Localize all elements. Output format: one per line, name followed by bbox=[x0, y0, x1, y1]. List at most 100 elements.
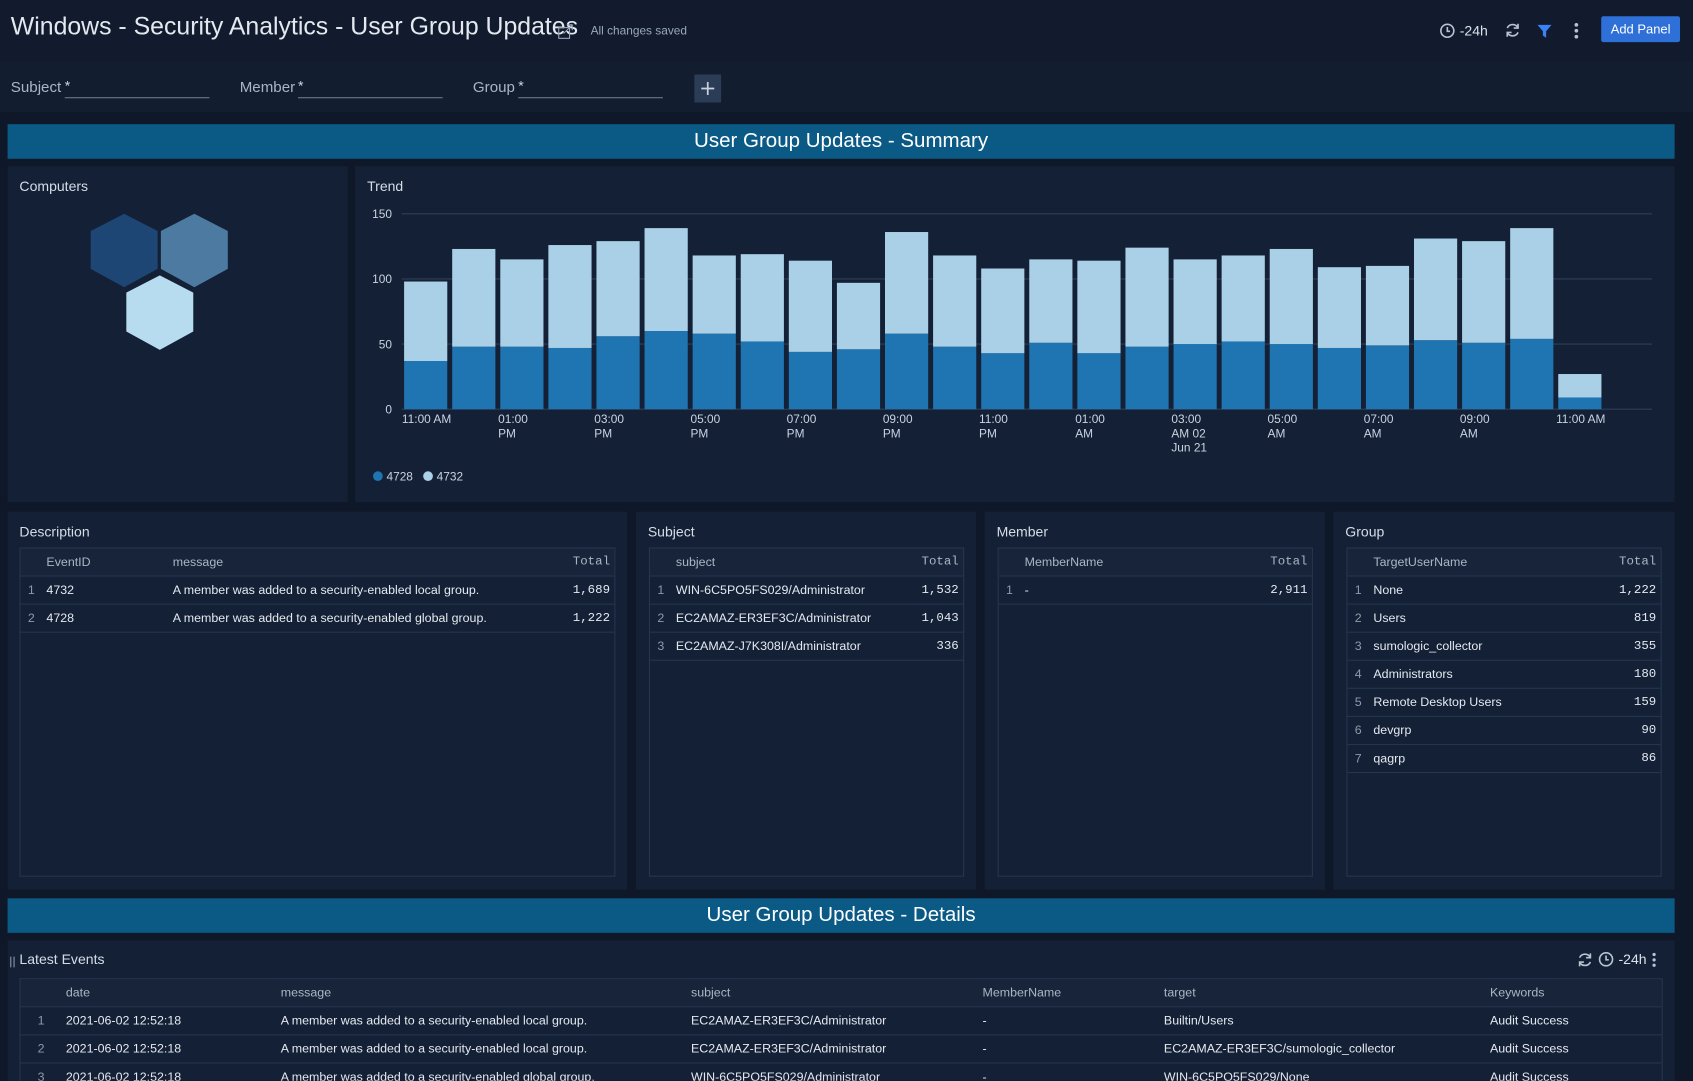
column-header: target bbox=[1163, 986, 1196, 1000]
table-cell: A member was added to a security-enabled… bbox=[280, 1014, 588, 1028]
table-cell: 355 bbox=[1633, 639, 1657, 654]
x-tick-label: 11:00 AM bbox=[401, 413, 452, 427]
panel-title: Member bbox=[996, 523, 1049, 540]
x-tick-label: 11:00 AM bbox=[1556, 413, 1606, 427]
row-index: 4 bbox=[1354, 667, 1362, 681]
bar-segment bbox=[1558, 397, 1602, 410]
refresh-icon[interactable] bbox=[1504, 22, 1521, 39]
bar-segment bbox=[596, 241, 640, 337]
table-row: 3 EC2AMAZ-J7K308I/Administrator 336 bbox=[649, 633, 964, 661]
x-tick-label: 11:00 PM bbox=[979, 413, 1008, 441]
x-tick-label: 01:00 PM bbox=[498, 413, 528, 441]
filter-label: Subject bbox=[10, 77, 62, 96]
bar-segment bbox=[1125, 346, 1169, 410]
table-cell: 159 bbox=[1633, 695, 1657, 710]
bar-segment bbox=[452, 346, 496, 410]
table-cell: - bbox=[982, 1014, 987, 1028]
table-cell: Administrators bbox=[1373, 667, 1453, 681]
hexagon[interactable] bbox=[126, 275, 194, 350]
bar-segment bbox=[836, 349, 881, 410]
table-row: 2 2021-06-02 12:52:18 A member was added t… bbox=[20, 1035, 1662, 1064]
section-header: User Group Updates - Details bbox=[7, 898, 1675, 933]
row-index: 3 bbox=[37, 1070, 45, 1081]
trend-chart: 0 50 100 150 4728 4732 bbox=[372, 207, 1652, 483]
column-header: EventID bbox=[46, 555, 91, 569]
share-icon[interactable] bbox=[557, 23, 574, 40]
filter-icon[interactable] bbox=[1536, 23, 1552, 39]
time-range[interactable]: -24h bbox=[1618, 951, 1647, 968]
table-cell: None bbox=[1373, 583, 1404, 597]
legend-marker bbox=[423, 471, 433, 482]
hexagon[interactable] bbox=[90, 213, 158, 288]
drag-handle[interactable] bbox=[10, 956, 16, 969]
bar-segment bbox=[1029, 342, 1073, 410]
table-cell: Remote Desktop Users bbox=[1373, 695, 1502, 709]
table-cell: 1,222 bbox=[1618, 583, 1657, 598]
table-cell: A member was added to a security-enabled… bbox=[172, 583, 480, 597]
clock-icon[interactable] bbox=[1598, 951, 1614, 967]
x-tick-label: 09:00 PM bbox=[882, 413, 913, 441]
table-cell: - bbox=[1024, 583, 1029, 597]
table-cell: 2021-06-02 12:52:18 bbox=[65, 1014, 182, 1028]
x-tick-label: 05:00 AM bbox=[1267, 413, 1298, 441]
table-row: 3 sumologic_collector 355 bbox=[1347, 633, 1661, 661]
bar-segment bbox=[1510, 338, 1554, 410]
row-index: 6 bbox=[1354, 723, 1362, 737]
legend-label: 4728 bbox=[387, 469, 414, 483]
section-header: User Group Updates - Summary bbox=[7, 124, 1675, 159]
bar-segment bbox=[1365, 345, 1410, 410]
bar-segment bbox=[500, 259, 544, 347]
table-cell: - bbox=[982, 1070, 987, 1081]
menu-icon[interactable] bbox=[1650, 951, 1659, 968]
add-panel-button[interactable]: Add Panel bbox=[1601, 16, 1681, 43]
refresh-icon[interactable] bbox=[1576, 951, 1593, 968]
table-cell: 2021-06-02 12:52:18 bbox=[65, 1042, 182, 1056]
filter-input[interactable]: * bbox=[297, 78, 443, 99]
row-index: 1 bbox=[27, 583, 35, 597]
bar-segment bbox=[1317, 267, 1361, 348]
column-header: Total bbox=[921, 554, 959, 570]
bar-segment bbox=[788, 351, 833, 410]
table-cell: 1,222 bbox=[572, 611, 611, 626]
trend-panel: Trend 0 50 100 150 4728 4732 11:00 AM 01:00 PM… bbox=[355, 166, 1675, 503]
bar-segment bbox=[596, 336, 640, 410]
row-index: 1 bbox=[657, 583, 665, 597]
add-filter-button[interactable] bbox=[694, 74, 722, 103]
time-range[interactable]: -24h bbox=[1459, 22, 1488, 39]
table-cell: Builtin/Users bbox=[1163, 1014, 1234, 1028]
bar-segment bbox=[1558, 374, 1602, 398]
row-index: 1 bbox=[1354, 583, 1362, 597]
table-row: 4 Administrators 180 bbox=[1347, 661, 1661, 689]
bar-segment bbox=[1462, 342, 1506, 410]
table-cell: WIN-6C5PO5FS029/Administrator bbox=[691, 1070, 881, 1081]
bar-segment bbox=[1413, 340, 1458, 410]
bar-segment bbox=[740, 341, 784, 410]
table-cell: A member was added to a security-enabled… bbox=[280, 1070, 595, 1081]
menu-icon[interactable] bbox=[1571, 22, 1582, 40]
filter-input[interactable]: * bbox=[518, 78, 663, 99]
table: subject Total 1 WIN-6C5PO5FS029/Administrat… bbox=[648, 547, 965, 877]
clock-icon[interactable] bbox=[1439, 23, 1455, 39]
panel-title: Group bbox=[1345, 523, 1385, 540]
filter-input[interactable]: * bbox=[64, 78, 210, 99]
bar-segment bbox=[1510, 228, 1554, 339]
table-row: 7 qagrp 86 bbox=[1347, 745, 1661, 774]
x-tick-label: 09:00 AM bbox=[1459, 413, 1490, 441]
x-tick-label: 05:00 PM bbox=[690, 413, 721, 441]
y-tick-label: 100 bbox=[372, 272, 392, 286]
table-cell: EC2AMAZ-ER3EF3C/Administrator bbox=[691, 1014, 887, 1028]
bar-segment bbox=[644, 331, 688, 410]
column-header: subject bbox=[675, 555, 716, 569]
x-tick-label: 07:00 AM bbox=[1363, 413, 1394, 441]
table-cell: 1,689 bbox=[572, 583, 611, 598]
bar-segment bbox=[500, 346, 544, 410]
filter-bar bbox=[0, 61, 1693, 113]
table-row: 2 EC2AMAZ-ER3EF3C/Administrator 1,043 bbox=[649, 605, 964, 633]
filter-label: Group bbox=[472, 77, 515, 96]
hexagon[interactable] bbox=[160, 213, 228, 288]
column-header: subject bbox=[691, 986, 731, 1000]
table-row: 2 4728 A member was added to a security-en… bbox=[20, 605, 615, 633]
bar-segment bbox=[884, 333, 929, 410]
table-cell: EC2AMAZ-J7K308I/Administrator bbox=[675, 639, 861, 653]
